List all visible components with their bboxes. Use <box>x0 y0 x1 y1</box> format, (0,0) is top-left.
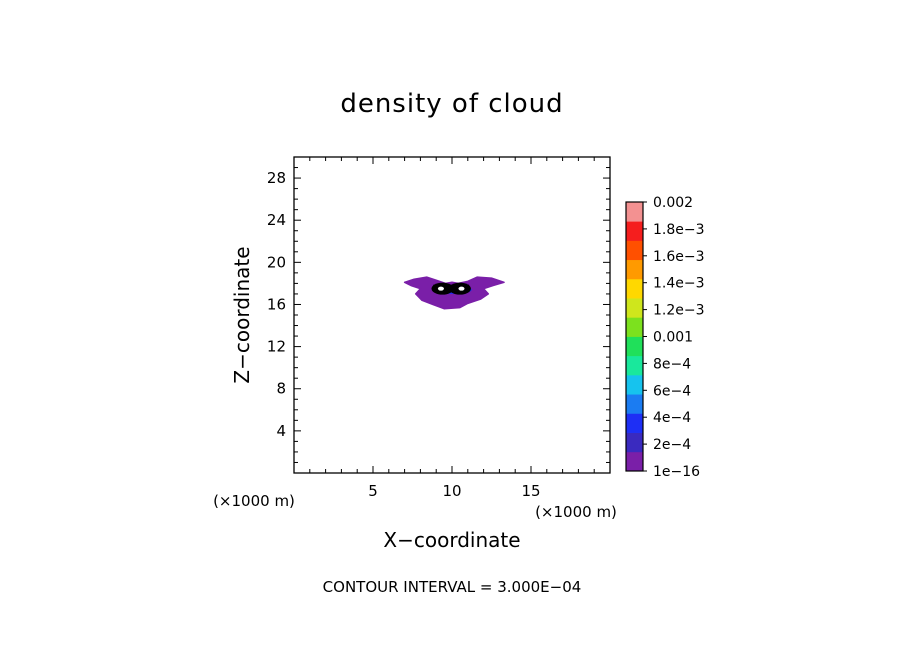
x-tick-label: 15 <box>521 482 540 500</box>
colorbar-segment <box>626 374 643 395</box>
cloud-core-hole <box>437 286 444 291</box>
y-tick-label: 12 <box>267 338 286 356</box>
colorbar-segment <box>626 221 643 241</box>
plot-frame <box>293 156 611 474</box>
colorbar-segment <box>626 394 643 414</box>
colorbar-segment <box>626 259 643 280</box>
colorbar-label: 1.8e−3 <box>653 222 705 238</box>
contour-interval-note: CONTOUR INTERVAL = 3.000E−04 <box>323 578 582 596</box>
colorbar-segment <box>626 413 643 433</box>
colorbar-label: 1.6e−3 <box>653 249 705 265</box>
colorbar-label: 0.002 <box>653 195 693 211</box>
y-axis: 4 8 12 16 20 24 28 <box>267 167 610 463</box>
colorbar-label: 2e−4 <box>653 437 691 453</box>
y-tick-label: 20 <box>267 253 286 271</box>
colorbar-segment <box>626 278 643 299</box>
chart-title: density of cloud <box>340 89 563 119</box>
colorbar-segment <box>626 432 643 453</box>
y-tick-label: 24 <box>267 211 286 229</box>
colorbar-segment <box>626 451 643 472</box>
colorbar-segment <box>626 240 643 261</box>
colorbar-segment <box>626 336 643 357</box>
x-axis-unit: (×1000 m) <box>535 503 617 521</box>
colorbar-segment <box>626 202 643 222</box>
cloud-contour <box>403 276 505 310</box>
x-axis-label: X−coordinate <box>383 528 520 552</box>
y-axis-label: Z−coordinate <box>230 246 254 383</box>
colorbar-label: 4e−4 <box>653 410 691 426</box>
colorbar-segment <box>626 317 643 337</box>
colorbar-label: 1.2e−3 <box>653 303 705 319</box>
y-tick-label: 8 <box>276 380 286 398</box>
x-axis: 5 10 15 <box>309 157 595 500</box>
y-axis-unit: (×1000 m) <box>213 492 295 510</box>
colorbar-label: 6e−4 <box>653 383 691 399</box>
y-tick-label: 28 <box>267 169 286 187</box>
colorbar-label: 1.4e−3 <box>653 276 705 292</box>
colorbar-label: 8e−4 <box>653 356 691 372</box>
x-tick-label: 10 <box>442 482 461 500</box>
colorbar-segment <box>626 355 643 376</box>
x-tick-label: 5 <box>368 482 378 500</box>
y-tick-label: 4 <box>276 422 286 440</box>
colorbar: 1e−16 2e−4 4e−4 6e−4 8e−4 0.001 1.2e−3 1.4e−3 1.… <box>625 195 705 480</box>
colorbar-segment <box>626 298 643 318</box>
y-tick-label: 16 <box>267 295 286 313</box>
colorbar-label: 0.001 <box>653 330 693 346</box>
cloud-core-hole <box>458 286 465 291</box>
colorbar-label: 1e−16 <box>653 464 700 480</box>
